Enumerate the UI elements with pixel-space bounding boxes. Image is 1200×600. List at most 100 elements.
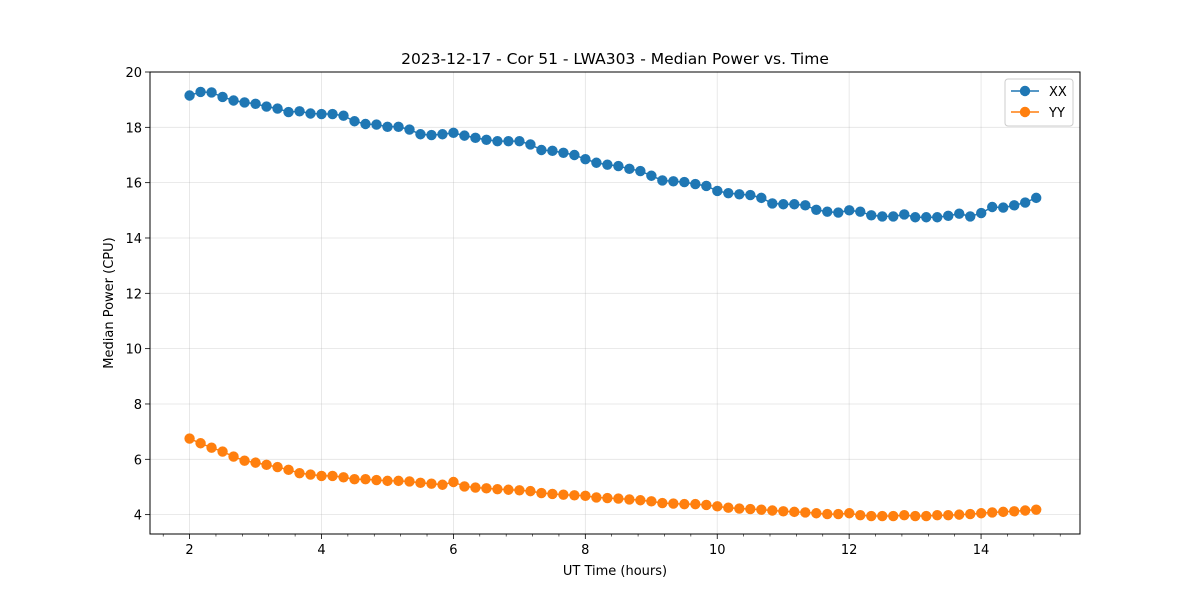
data-point-yy [261, 459, 272, 471]
data-point-yy [679, 498, 690, 510]
data-point-yy [228, 451, 239, 462]
data-point-yy [536, 487, 547, 499]
data-point-xx [668, 176, 679, 187]
plot-frame [149, 71, 1081, 535]
data-point-yy [602, 492, 613, 504]
data-point-yy [283, 464, 294, 476]
data-point-xx [558, 147, 569, 158]
data-point-xx [965, 211, 976, 222]
grid [150, 71, 1080, 534]
data-point-xx [393, 121, 404, 132]
x-tick-label: 4 [317, 543, 325, 558]
data-point-xx [492, 135, 503, 147]
y-tick-label: 10 [125, 343, 142, 358]
data-point-yy [789, 506, 800, 518]
data-point-yy [723, 502, 734, 513]
data-point-xx [1009, 200, 1020, 211]
data-point-xx [459, 130, 470, 141]
x-tick-label: 8 [581, 543, 589, 558]
data-point-yy [976, 508, 987, 519]
data-point-yy [404, 476, 415, 487]
data-point-yy [558, 489, 569, 500]
y-tick-label: 4 [134, 509, 142, 524]
x-tick-label: 12 [841, 543, 858, 558]
y-tick-label: 8 [134, 398, 142, 413]
data-point-yy [822, 508, 833, 520]
data-point-yy [470, 482, 481, 493]
data-point-yy [547, 488, 558, 500]
data-point-yy [272, 461, 283, 473]
data-point-xx [899, 209, 910, 220]
data-point-xx [327, 108, 338, 120]
data-point-yy [195, 438, 206, 449]
series-layer [184, 86, 1042, 522]
data-point-yy [998, 506, 1009, 518]
data-point-xx [536, 144, 547, 156]
data-point-yy [459, 481, 470, 492]
x-tick-label: 14 [973, 543, 990, 558]
data-point-yy [888, 510, 899, 522]
data-point-yy [624, 494, 635, 505]
data-point-xx [360, 118, 371, 130]
data-point-yy [481, 483, 492, 494]
data-point-xx [954, 208, 965, 219]
data-point-yy [250, 457, 261, 468]
x-tick-label: 10 [709, 543, 726, 558]
x-tick-label: 2 [185, 543, 193, 558]
data-point-xx [877, 211, 888, 222]
data-point-xx [943, 210, 954, 222]
data-point-yy [415, 477, 426, 489]
data-point-xx [426, 129, 437, 141]
data-point-xx [195, 86, 206, 98]
data-point-xx [415, 129, 426, 140]
data-point-yy [349, 474, 360, 485]
data-point-xx [569, 149, 580, 161]
data-point-yy [899, 509, 910, 521]
data-point-yy [1009, 506, 1020, 517]
data-point-yy [866, 510, 877, 522]
data-point-yy [756, 504, 767, 515]
data-point-yy [910, 510, 921, 522]
data-point-yy [646, 496, 657, 507]
data-point-yy [833, 508, 844, 520]
data-point-xx [1019, 197, 1031, 208]
data-point-yy [360, 474, 371, 485]
data-point-yy [580, 490, 591, 502]
data-point-yy [371, 474, 382, 486]
data-point-xx [690, 178, 701, 190]
data-point-xx [844, 205, 855, 216]
data-point-xx [1031, 192, 1042, 204]
data-point-xx [316, 108, 327, 120]
data-point-xx [921, 212, 932, 223]
data-point-xx [217, 91, 228, 103]
data-point-yy [767, 505, 778, 516]
data-point-yy [184, 433, 195, 444]
data-point-xx [734, 189, 745, 200]
data-point-xx [591, 157, 602, 168]
data-point-xx [547, 145, 558, 157]
data-point-yy [778, 506, 789, 517]
chart-title: 2023-12-17 - Cor 51 - LWA303 - Median Po… [401, 50, 829, 68]
data-point-xx [657, 175, 668, 186]
data-point-yy [965, 508, 976, 520]
data-point-yy [239, 455, 250, 466]
data-point-yy [1019, 505, 1031, 516]
data-point-yy [855, 509, 866, 521]
data-point-xx [305, 108, 316, 119]
data-point-xx [481, 134, 492, 145]
data-point-xx [910, 212, 921, 223]
data-point-yy [800, 507, 811, 518]
data-point-yy [382, 475, 393, 487]
y-axis-label: Median Power (CPU) [102, 237, 117, 368]
data-point-xx [239, 97, 250, 108]
data-point-xx [855, 206, 866, 217]
data-point-xx [822, 206, 833, 217]
data-point-xx [613, 160, 624, 172]
data-point-yy [503, 484, 514, 495]
data-point-xx [580, 153, 591, 165]
data-point-yy [569, 490, 580, 501]
data-point-xx [800, 200, 811, 211]
data-point-yy [844, 508, 855, 519]
data-point-xx [646, 170, 657, 181]
data-point-xx [228, 95, 239, 106]
